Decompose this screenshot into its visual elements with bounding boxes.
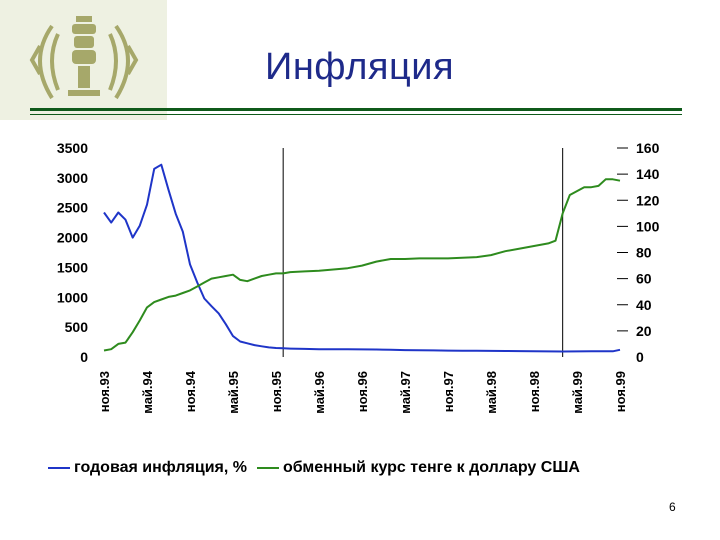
y-right-tick-label: 100 — [636, 218, 660, 234]
y-right-tick-label: 20 — [636, 323, 652, 339]
x-tick-label: май.94 — [140, 370, 155, 414]
x-tick-label: май.97 — [398, 371, 413, 414]
x-tick-label: май.95 — [226, 371, 241, 414]
page-title: Инфляция — [265, 46, 455, 88]
y-left-tick-label: 500 — [65, 319, 89, 335]
series-line-inflation — [103, 163, 621, 353]
y-left-tick-label: 0 — [80, 349, 88, 365]
y-left-tick-label: 1000 — [57, 289, 88, 305]
legend-swatch-exchange-rate — [256, 467, 279, 469]
x-tick-label: май.96 — [312, 371, 327, 414]
inflation-chart: 0 500 1000 1500 2000 2500 3000 3500 0 20 40 60 80 10… — [57, 140, 660, 414]
y-left-tick-label: 2000 — [57, 230, 88, 246]
y-right-tick-label: 160 — [636, 140, 660, 156]
y-right-tick-label: 40 — [636, 297, 652, 313]
y-left-tick-label: 1500 — [57, 259, 88, 275]
x-tick-label: ноя.93 — [97, 371, 112, 412]
y-left-tick-label: 3000 — [57, 170, 88, 186]
y-right-tick-label: 60 — [636, 271, 652, 287]
chart-legend: годовая инфляция, % обменный курс тенге … — [48, 459, 590, 477]
y-left-tick-label: 2500 — [57, 200, 88, 216]
y-right-tick-label: 80 — [636, 245, 652, 261]
title-rule — [30, 108, 682, 111]
legend-item-inflation: годовая инфляция, % — [48, 459, 247, 477]
x-tick-label: май.98 — [484, 371, 499, 414]
x-tick-label: ноя.97 — [441, 371, 456, 412]
x-tick-label: май.99 — [570, 371, 585, 414]
y-left-tick-label: 3500 — [57, 140, 88, 156]
x-tick-label: ноя.95 — [269, 371, 284, 412]
legend-label-exchange-rate: обменный курс тенге к доллару США — [282, 459, 580, 476]
page-number: 6 — [669, 500, 676, 514]
series-line-exchange-rate — [103, 178, 621, 352]
x-tick-label: ноя.94 — [183, 370, 198, 412]
logo-panel — [0, 0, 167, 120]
y-right-tick-label: 0 — [636, 349, 644, 365]
emblem-icon — [29, 16, 139, 100]
legend-label-inflation: годовая инфляция, % — [74, 459, 247, 476]
x-tick-label: ноя.98 — [527, 371, 542, 412]
legend-item-exchange-rate: обменный курс тенге к доллару США — [256, 459, 580, 477]
x-tick-label: ноя.99 — [613, 371, 628, 412]
y-right-tick-label: 140 — [636, 166, 660, 182]
x-tick-label: ноя.96 — [355, 371, 370, 412]
title-rule-thin — [30, 114, 682, 115]
legend-swatch-inflation — [48, 467, 70, 469]
y-right-tick-label: 120 — [636, 192, 660, 208]
